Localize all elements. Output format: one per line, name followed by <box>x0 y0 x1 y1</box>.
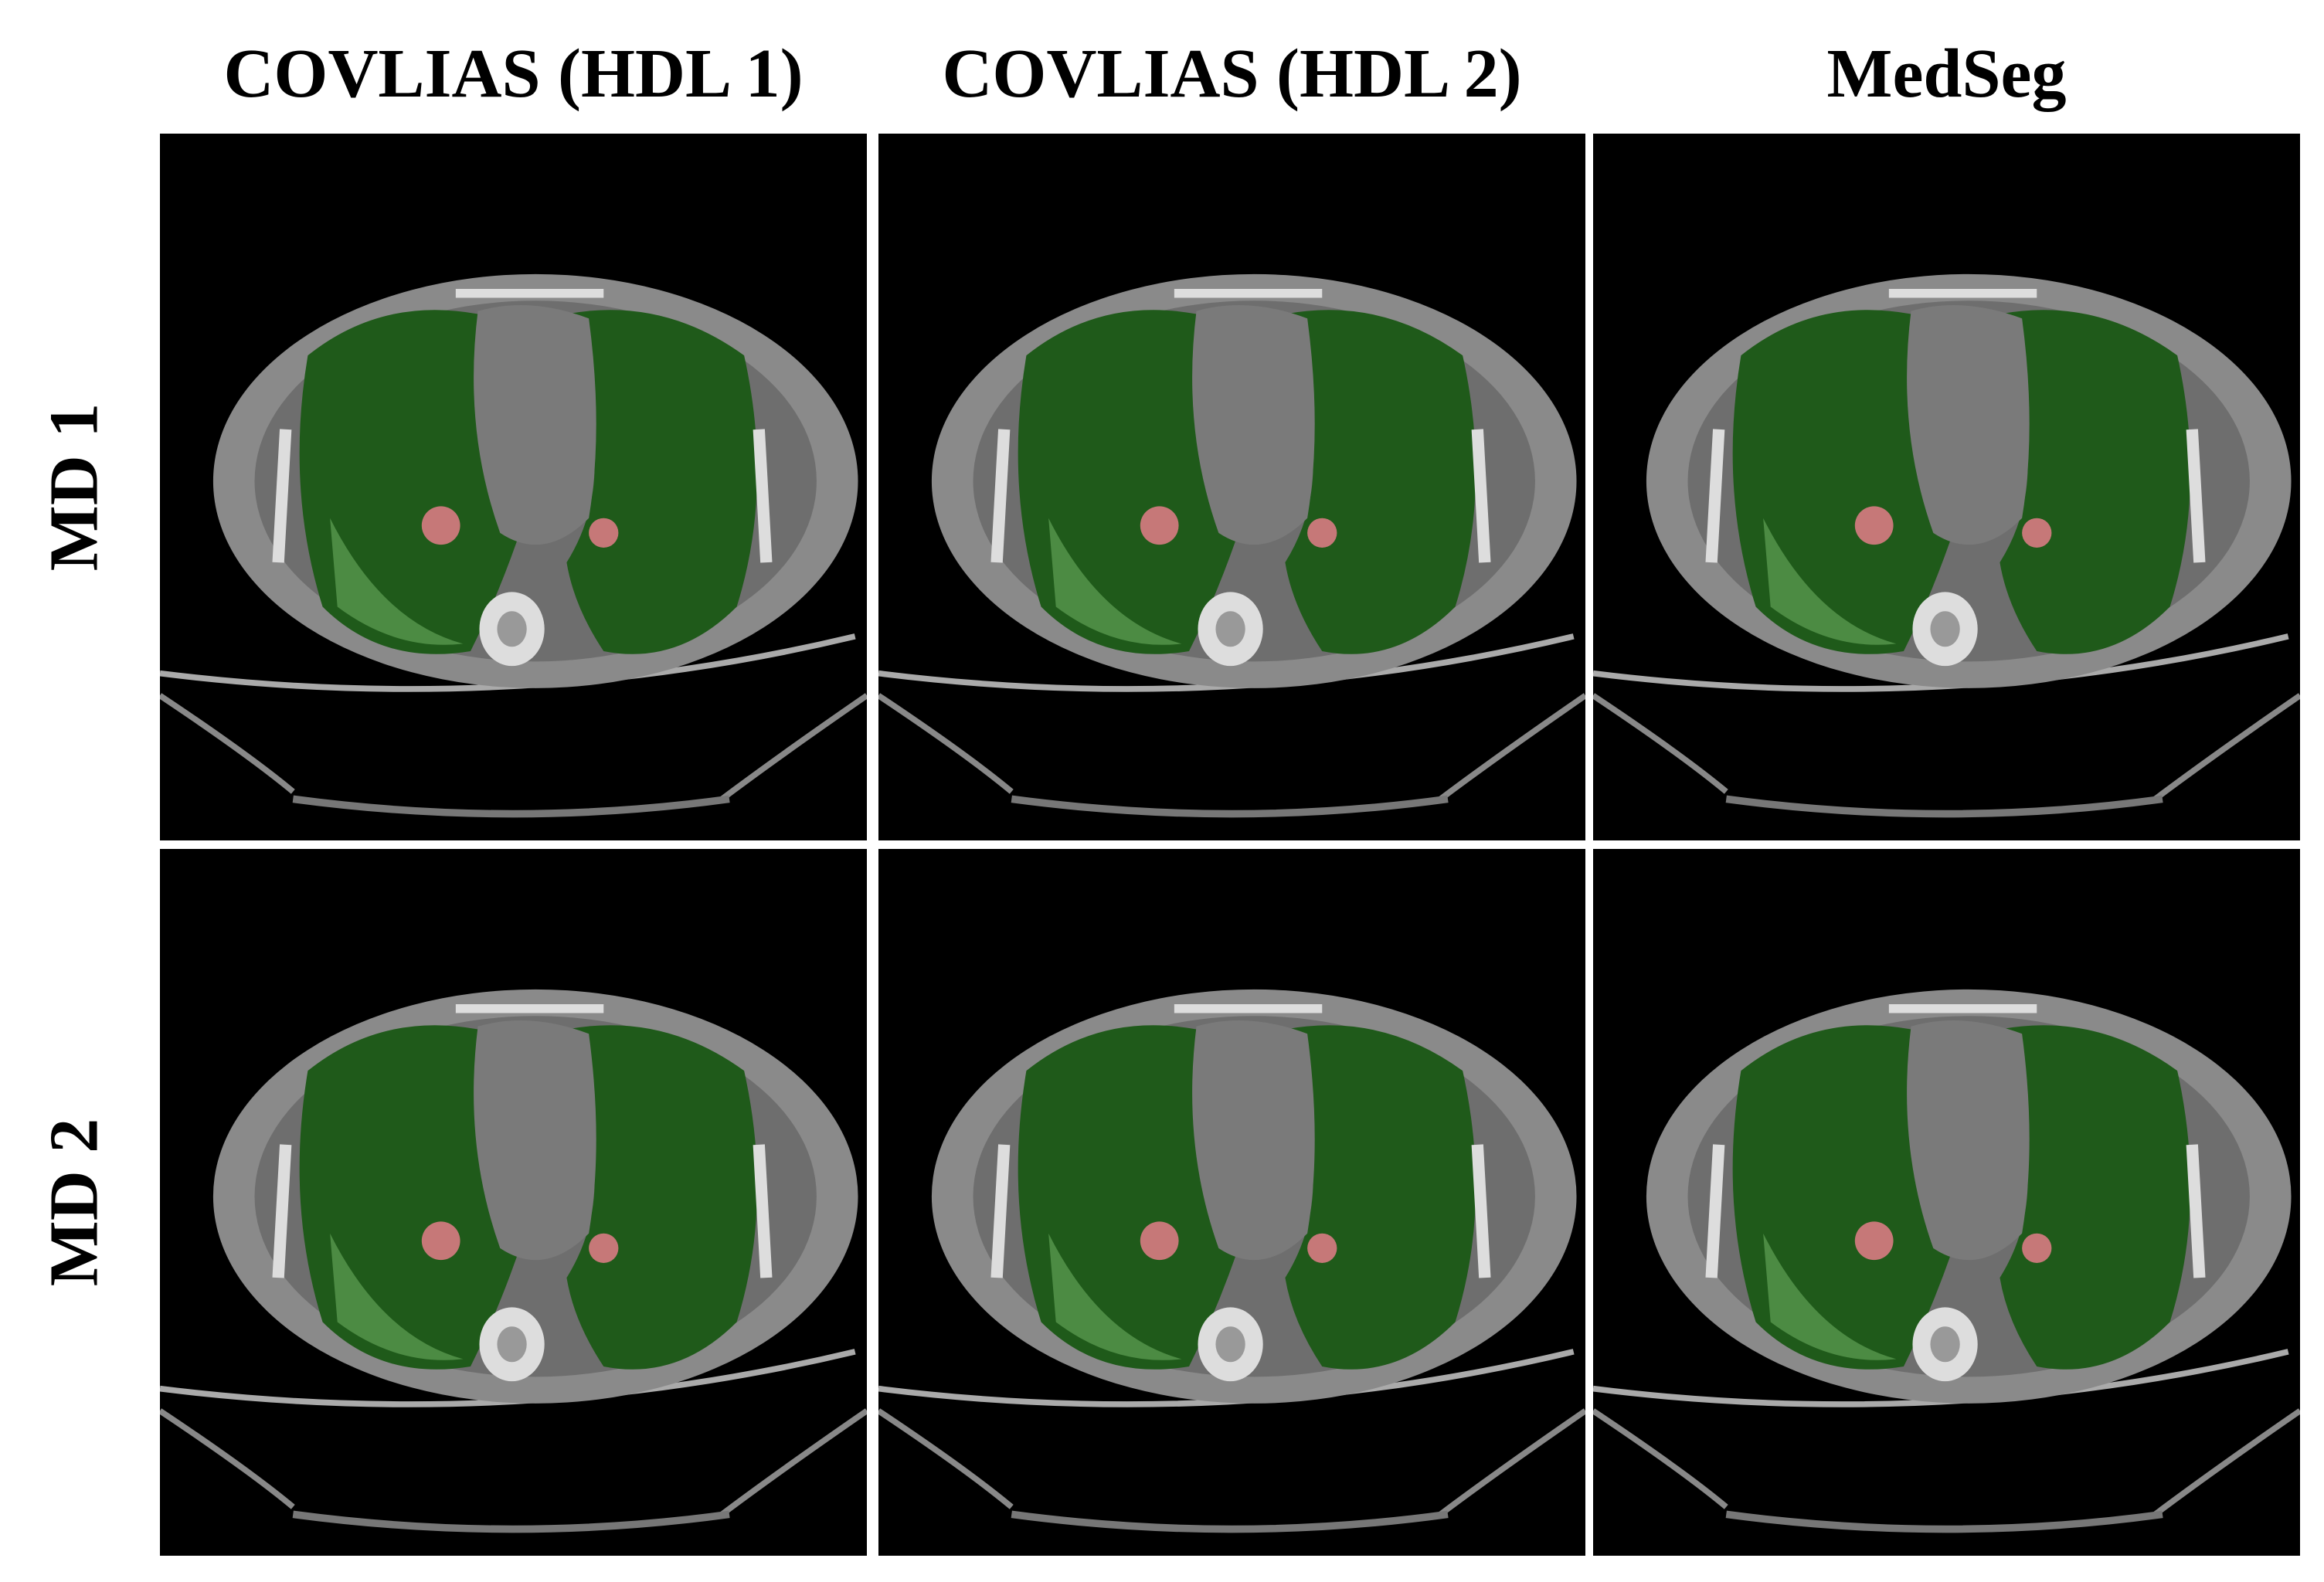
column-header: MedSeg <box>1827 36 2067 112</box>
row-header: MD 2 <box>36 1119 113 1286</box>
column-header: COVLIAS (HDL 1) <box>223 36 803 112</box>
column-header: COVLIAS (HDL 2) <box>942 36 1521 112</box>
ct-scan-image <box>160 849 867 1556</box>
ct-scan-image <box>1593 134 2300 840</box>
ct-scan-image <box>878 134 1585 840</box>
ct-scan-image <box>878 849 1585 1556</box>
ct-scan-image <box>160 134 867 840</box>
ct-scan-image <box>1593 849 2300 1556</box>
row-header: MD 1 <box>36 403 113 571</box>
